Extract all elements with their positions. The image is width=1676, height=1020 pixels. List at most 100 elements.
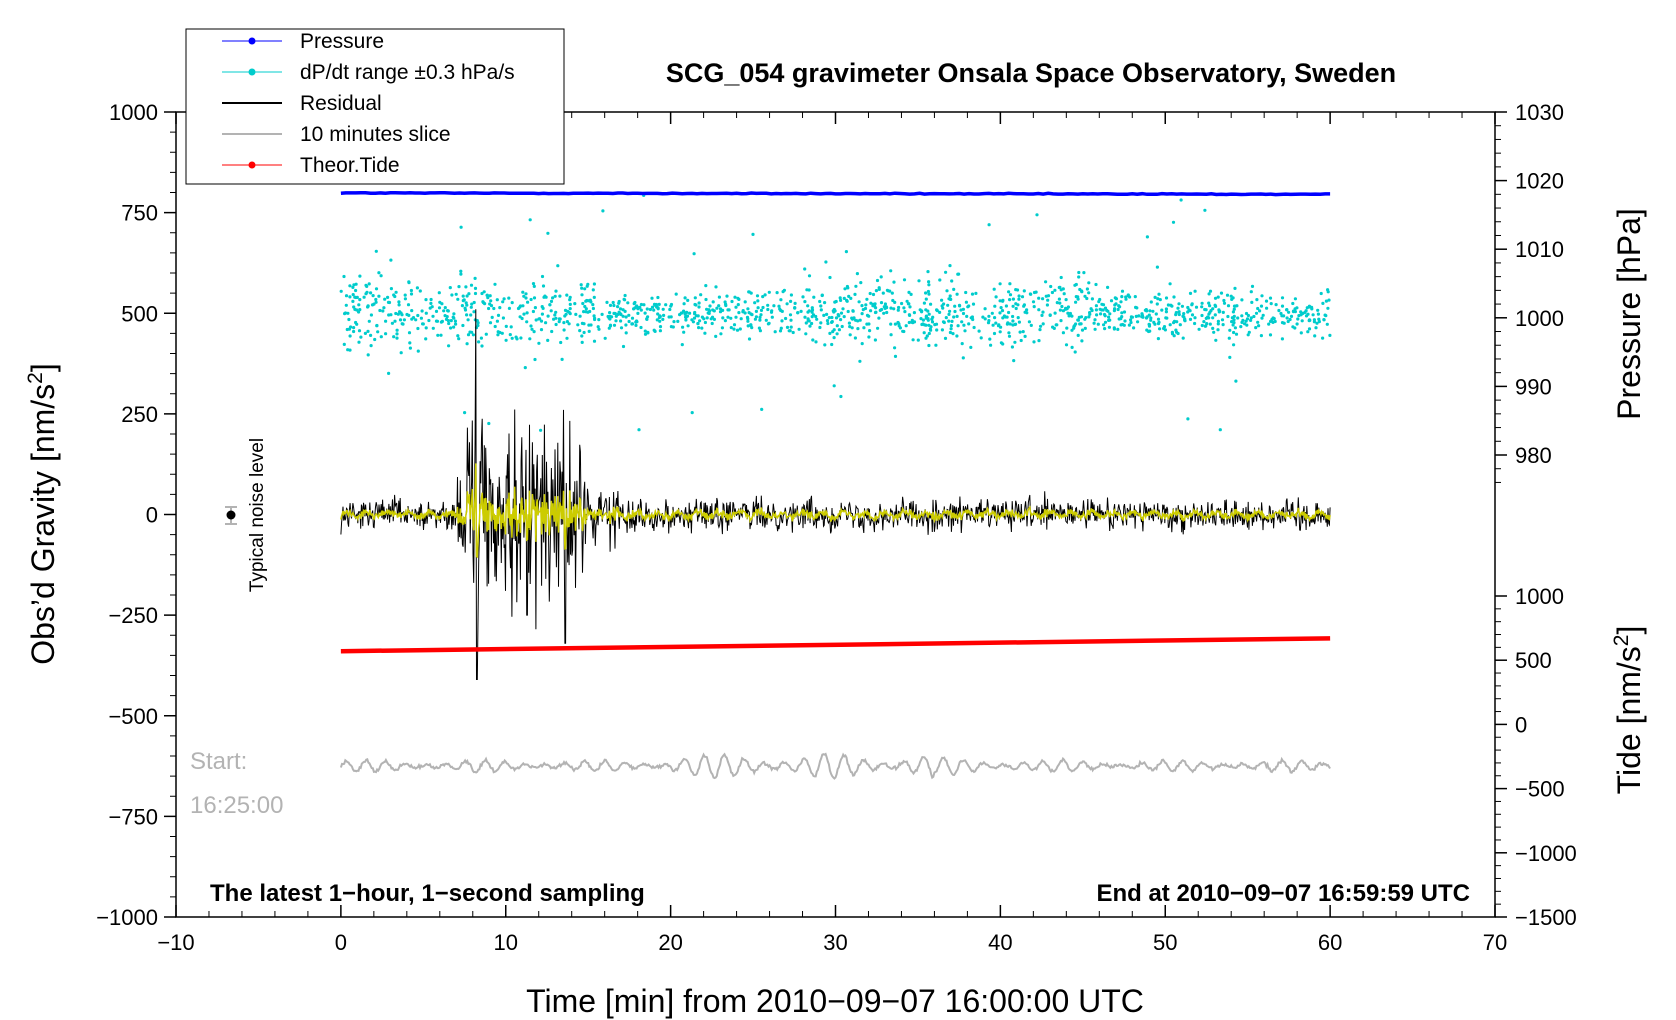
dpdt-point bbox=[1188, 317, 1193, 321]
dpdt-point bbox=[472, 310, 476, 314]
dpdt-point bbox=[922, 331, 926, 335]
dpdt-point bbox=[1207, 292, 1211, 296]
dpdt-point bbox=[394, 290, 398, 294]
dpdt-point bbox=[1132, 326, 1136, 330]
dpdt-point bbox=[945, 289, 949, 293]
dpdt-point bbox=[1287, 310, 1291, 314]
dpdt-point bbox=[357, 329, 362, 333]
dpdt-point bbox=[1177, 310, 1181, 314]
dpdt-point bbox=[1208, 289, 1213, 293]
dpdt-point bbox=[390, 321, 394, 325]
dpdt-point bbox=[730, 299, 734, 304]
dpdt-point bbox=[1186, 305, 1190, 310]
dpdt-point bbox=[591, 306, 596, 311]
dpdt-point bbox=[1001, 316, 1005, 320]
dpdt-point bbox=[819, 308, 823, 312]
dpdt-point bbox=[916, 338, 920, 342]
dpdt-point bbox=[531, 309, 536, 314]
dpdt-point bbox=[1308, 305, 1312, 309]
dpdt-point bbox=[1136, 320, 1140, 324]
dpdt-point bbox=[552, 317, 556, 321]
dpdt-point bbox=[909, 292, 913, 296]
dpdt-point bbox=[1153, 322, 1157, 326]
dpdt-point bbox=[1321, 301, 1325, 305]
dpdt-point bbox=[664, 303, 668, 307]
dpdt-point bbox=[645, 307, 649, 311]
dpdt-point bbox=[1013, 340, 1017, 344]
dpdt-point bbox=[1233, 304, 1237, 308]
dpdt-point bbox=[354, 288, 358, 293]
dpdt-point bbox=[1175, 330, 1179, 334]
dpdt-point bbox=[971, 317, 975, 322]
dpdt-point bbox=[1094, 308, 1098, 312]
dpdt-point bbox=[998, 282, 1002, 286]
dpdt-point bbox=[395, 328, 399, 332]
dpdt-point bbox=[885, 310, 889, 315]
dpdt-point bbox=[619, 326, 624, 330]
noise-dot bbox=[226, 510, 236, 520]
dpdt-point bbox=[864, 303, 868, 307]
dpdt-point bbox=[755, 294, 760, 298]
dpdt-point bbox=[938, 310, 942, 314]
dpdt-point bbox=[898, 326, 903, 330]
dpdt-point bbox=[1005, 315, 1009, 319]
dpdt-point bbox=[1055, 301, 1059, 305]
dpdt-point bbox=[1113, 296, 1117, 300]
dpdt-point bbox=[764, 318, 768, 322]
dpdt-point bbox=[971, 302, 976, 306]
dpdt-point bbox=[619, 319, 623, 323]
dpdt-point bbox=[944, 316, 948, 320]
dpdt-point bbox=[565, 293, 569, 297]
dpdt-point bbox=[357, 340, 361, 344]
dpdt-point bbox=[522, 312, 526, 316]
dpdt-point bbox=[1178, 323, 1182, 327]
dpdt-point bbox=[558, 294, 562, 298]
dpdt-point bbox=[537, 317, 541, 321]
dpdt-point bbox=[756, 299, 760, 303]
dpdt-point bbox=[1277, 308, 1281, 313]
dpdt-point bbox=[1084, 316, 1088, 320]
dpdt-point bbox=[1176, 306, 1180, 310]
dpdt-point bbox=[963, 329, 967, 333]
x-tick-label: 10 bbox=[494, 930, 518, 955]
dpdt-point bbox=[951, 332, 955, 336]
dpdt-point bbox=[1129, 318, 1133, 322]
dpdt-point bbox=[408, 346, 412, 350]
dpdt-point bbox=[1014, 288, 1018, 292]
dpdt-point bbox=[1013, 322, 1017, 327]
dpdt-point bbox=[582, 322, 586, 326]
dpdt-point bbox=[1259, 334, 1263, 338]
dpdt-point bbox=[851, 309, 855, 313]
dpdt-point bbox=[1147, 313, 1151, 317]
dpdt-point bbox=[843, 287, 847, 291]
dpdt-point bbox=[387, 371, 391, 375]
dpdt-point bbox=[877, 316, 881, 320]
dpdt-point bbox=[342, 274, 346, 279]
dpdt-point bbox=[531, 282, 536, 286]
dpdt-point bbox=[579, 283, 583, 287]
y-tick-label-pressure: 980 bbox=[1515, 443, 1552, 468]
dpdt-point bbox=[988, 337, 992, 341]
dpdt-point bbox=[1073, 324, 1077, 328]
dpdt-point bbox=[661, 317, 665, 321]
dpdt-point bbox=[814, 314, 818, 319]
dpdt-point bbox=[949, 327, 953, 331]
dpdt-point bbox=[1270, 317, 1274, 322]
dpdt-point bbox=[1316, 308, 1320, 312]
dpdt-point bbox=[1041, 297, 1045, 301]
dpdt-point bbox=[1280, 337, 1284, 341]
dpdt-point bbox=[568, 307, 572, 311]
dpdt-point bbox=[1317, 317, 1321, 321]
dpdt-point bbox=[630, 316, 635, 320]
dpdt-point bbox=[1153, 295, 1157, 299]
dpdt-point bbox=[592, 314, 596, 318]
dpdt-point bbox=[1048, 313, 1052, 317]
dpdt-point bbox=[539, 319, 544, 323]
dpdt-point bbox=[1193, 289, 1197, 293]
dpdt-point bbox=[1017, 294, 1021, 298]
dpdt-point bbox=[448, 286, 452, 290]
dpdt-point bbox=[959, 308, 963, 312]
dpdt-point bbox=[856, 327, 860, 331]
dpdt-point bbox=[510, 301, 514, 305]
dpdt-point bbox=[446, 309, 450, 313]
